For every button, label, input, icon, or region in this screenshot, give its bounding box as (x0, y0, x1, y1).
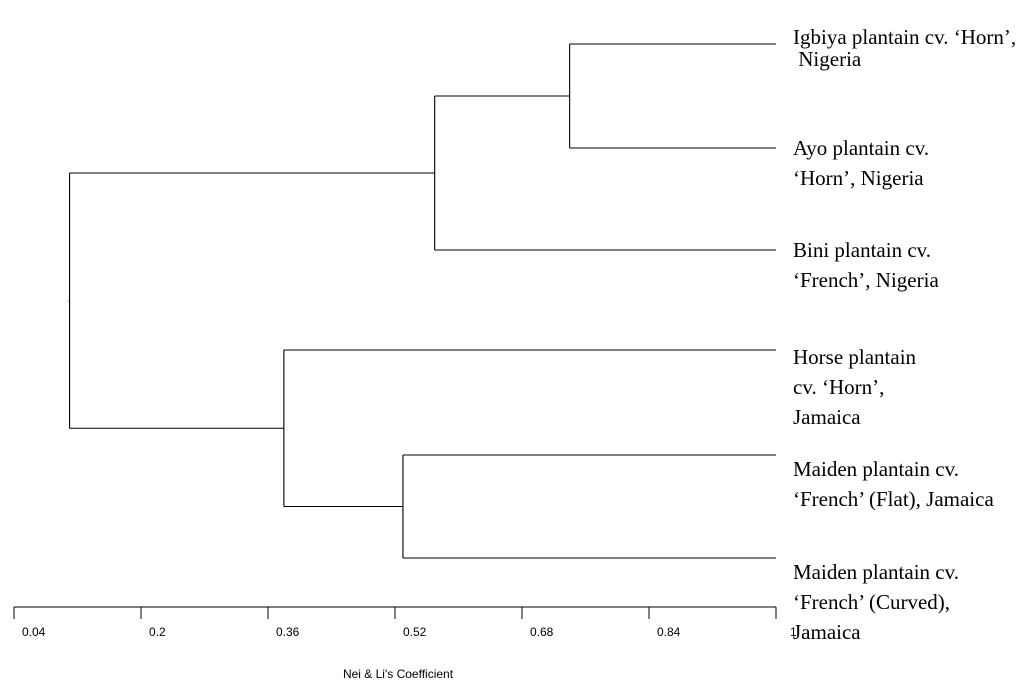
axis-tick-label: 0.84 (657, 625, 681, 639)
leaf-label-line: Igbiya plantain cv. ‘Horn’, (793, 25, 1016, 49)
leaf-label-line: Jamaica (793, 405, 861, 429)
merge-m3 (402, 454, 776, 559)
leaf-label-line: cv. ‘Horn’, (793, 375, 884, 399)
coefficient-axis: 0.04 0.2 0.36 0.52 0.68 0.84 1 Nei & Li's Coef… (13, 606, 797, 681)
leaf-label-igbiya: Igbiya plantain cv. ‘Horn’, Nigeria (793, 25, 1016, 71)
leaf-label-maiden_flat: Maiden plantain cv. ‘French’ (Flat), Jama… (793, 457, 994, 511)
axis-ticks: 0.04 0.2 0.36 0.52 0.68 0.84 1 (13, 607, 797, 639)
leaf-label-maiden_curved: Maiden plantain cv. ‘French’ (Curved), Jam… (793, 560, 959, 644)
leaf-label-line: Maiden plantain cv. (793, 457, 959, 481)
leaf-label-ayo: Ayo plantain cv. ‘Horn’, Nigeria (793, 136, 929, 190)
leaf-label-bini: Bini plantain cv. ‘French’, Nigeria (793, 238, 939, 292)
axis-tick-label: 1 (790, 625, 797, 639)
axis-tick-label: 0.04 (22, 625, 46, 639)
merge-m1 (569, 43, 776, 149)
leaf-label-line: Horse plantain (793, 345, 917, 369)
axis-tick-label: 0.52 (403, 625, 427, 639)
leaf-label-line: ‘French’, Nigeria (793, 268, 939, 292)
axis-tick-label: 0.68 (530, 625, 554, 639)
merge-m5 (69, 172, 435, 429)
leaf-label-line: ‘French’ (Flat), Jamaica (793, 487, 994, 511)
axis-tick-label: 0.36 (276, 625, 300, 639)
merge-m4 (283, 349, 776, 508)
leaf-label-line: Jamaica (793, 620, 861, 644)
leaf-label-horse: Horse plantain cv. ‘Horn’, Jamaica (793, 345, 917, 429)
leaf-label-line: Maiden plantain cv. (793, 560, 959, 584)
axis-tick-label: 0.2 (149, 625, 166, 639)
merge-m2 (434, 95, 776, 251)
leaf-label-line: Nigeria (793, 47, 862, 71)
leaf-label-line: ‘Horn’, Nigeria (793, 166, 924, 190)
dendrogram-branches (68, 43, 776, 559)
leaf-label-line: ‘French’ (Curved), (793, 590, 950, 614)
leaf-labels: Igbiya plantain cv. ‘Horn’, Nigeria Ayo p… (793, 25, 1016, 644)
leaf-label-line: Bini plantain cv. (793, 238, 931, 262)
leaf-label-line: Ayo plantain cv. (793, 136, 929, 160)
axis-title: Nei & Li's Coefficient (343, 667, 454, 681)
